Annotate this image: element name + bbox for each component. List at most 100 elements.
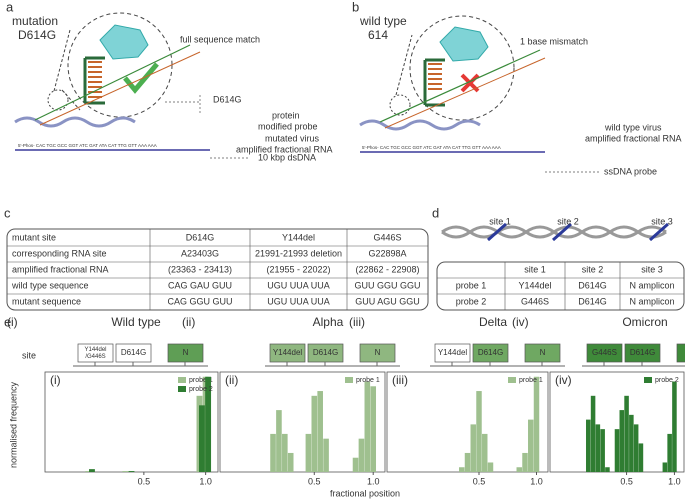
annotation: 10 kbp dsDNA xyxy=(258,152,316,162)
legend-swatch xyxy=(644,377,652,383)
x-tick-label: 0.5 xyxy=(620,476,633,486)
table-cell: (22862 - 22908) xyxy=(355,264,419,274)
x-tick-label: 1.0 xyxy=(530,476,543,486)
table-cell: GUU AGU GGU xyxy=(355,296,420,306)
table-cell: Y144del xyxy=(518,280,551,290)
panel-title: wild type xyxy=(359,14,407,28)
bar xyxy=(364,381,371,472)
plot-label: (iii) xyxy=(392,373,408,387)
site-text: D614G xyxy=(478,348,503,357)
legend-swatch xyxy=(178,377,186,383)
bar xyxy=(528,419,534,472)
x-tick-label: 0.5 xyxy=(138,476,151,486)
panel-title: mutation xyxy=(12,14,58,28)
annotation: wild type virus xyxy=(604,122,662,132)
bar xyxy=(614,429,620,472)
site-text: /G446S xyxy=(85,354,105,360)
table-frame xyxy=(6,228,429,311)
bar xyxy=(282,433,288,472)
table-cell: 21991-21993 deletion xyxy=(255,248,342,258)
table-cell: GUU GGU GGU xyxy=(354,280,420,290)
bar xyxy=(533,376,540,472)
roman-label: (ii) xyxy=(182,315,195,329)
table-cell: D614G xyxy=(186,232,215,242)
roman-label: (iv) xyxy=(512,315,529,329)
bar xyxy=(323,438,329,472)
table-cell: CAG GAU GUU xyxy=(168,280,232,290)
table-cell: D614G xyxy=(578,296,607,306)
panel-a-art xyxy=(14,12,250,159)
table-cell: Y144del xyxy=(282,232,315,242)
bar xyxy=(89,469,95,472)
table-cell: probe 2 xyxy=(456,296,487,306)
site-label: site xyxy=(22,350,36,360)
site-text: Y144del xyxy=(438,348,468,357)
bar xyxy=(482,433,488,472)
bar xyxy=(205,376,212,472)
annotation: mutated virus xyxy=(265,133,320,143)
bar xyxy=(586,419,591,472)
table-cell: UGU UUA UUA xyxy=(267,280,330,290)
legend-label: probe 1 xyxy=(519,377,543,384)
bar xyxy=(516,467,522,472)
bar xyxy=(370,386,377,472)
site-label: site 3 xyxy=(651,216,673,226)
bar xyxy=(464,452,471,472)
bar xyxy=(638,443,644,472)
table-cell: wild type sequence xyxy=(11,280,89,290)
bar xyxy=(595,424,601,472)
annotation: full sequence match xyxy=(180,34,260,44)
y-axis-label: normalised frequency xyxy=(8,381,18,468)
bar xyxy=(629,414,634,472)
annotation: protein xyxy=(272,110,300,120)
helix xyxy=(441,225,667,239)
table-cell: UGU UUA UUA xyxy=(267,296,330,306)
table-cell: N amplicon xyxy=(629,296,674,306)
legend-swatch xyxy=(345,377,353,383)
bar xyxy=(352,457,359,472)
x-tick-label: 1.0 xyxy=(668,476,681,486)
bar xyxy=(311,395,318,472)
table-cell: D614G xyxy=(578,280,607,290)
x-tick-label: 1.0 xyxy=(199,476,212,486)
plot-label: (iv) xyxy=(555,373,572,387)
panel-title: 614 xyxy=(368,28,388,42)
bar xyxy=(305,433,312,472)
site-text: N xyxy=(183,348,189,357)
legend-label: probe 2 xyxy=(655,377,679,384)
bar xyxy=(85,471,92,472)
panel-b-art xyxy=(359,15,600,173)
table-cell: site 3 xyxy=(641,264,663,274)
table-cell: mutant sequence xyxy=(12,296,81,306)
panel-letter: a xyxy=(6,0,14,14)
table-cell: site 2 xyxy=(582,264,604,274)
bar xyxy=(459,467,465,472)
bar xyxy=(667,433,672,472)
bar xyxy=(522,452,528,472)
table-cell: (21955 - 22022) xyxy=(266,264,330,274)
sequence: 5'-Phos- CAC TGC GCC GGT ATC GAT ATA CAT… xyxy=(362,145,501,150)
roman-label: (i) xyxy=(7,315,18,329)
bar xyxy=(128,471,135,472)
table-cell: G22898A xyxy=(368,248,406,258)
legend-label: probe 1 xyxy=(356,377,380,384)
site-text: D614G xyxy=(121,348,146,357)
sequence: 5'-Phos- CAC TGC GCC GGT ATC GAT ATA CAT… xyxy=(18,143,157,148)
table-cell: corresponding RNA site xyxy=(12,248,107,258)
bar xyxy=(672,381,677,472)
variant-title: Omicron xyxy=(622,315,667,329)
bar xyxy=(633,424,639,472)
panel-letter: c xyxy=(4,205,11,220)
table-cell: site 1 xyxy=(524,264,546,274)
variant-title: Delta xyxy=(479,315,507,329)
table-cell: G446S xyxy=(373,232,401,242)
x-axis-label: fractional position xyxy=(330,488,400,498)
site-text: G446S xyxy=(592,348,617,357)
table-cell: amplified fractional RNA xyxy=(12,264,109,274)
bar xyxy=(287,452,294,472)
table-frame xyxy=(436,261,685,311)
bar xyxy=(122,471,129,472)
site-label: site 2 xyxy=(557,216,579,226)
bar xyxy=(590,395,596,472)
